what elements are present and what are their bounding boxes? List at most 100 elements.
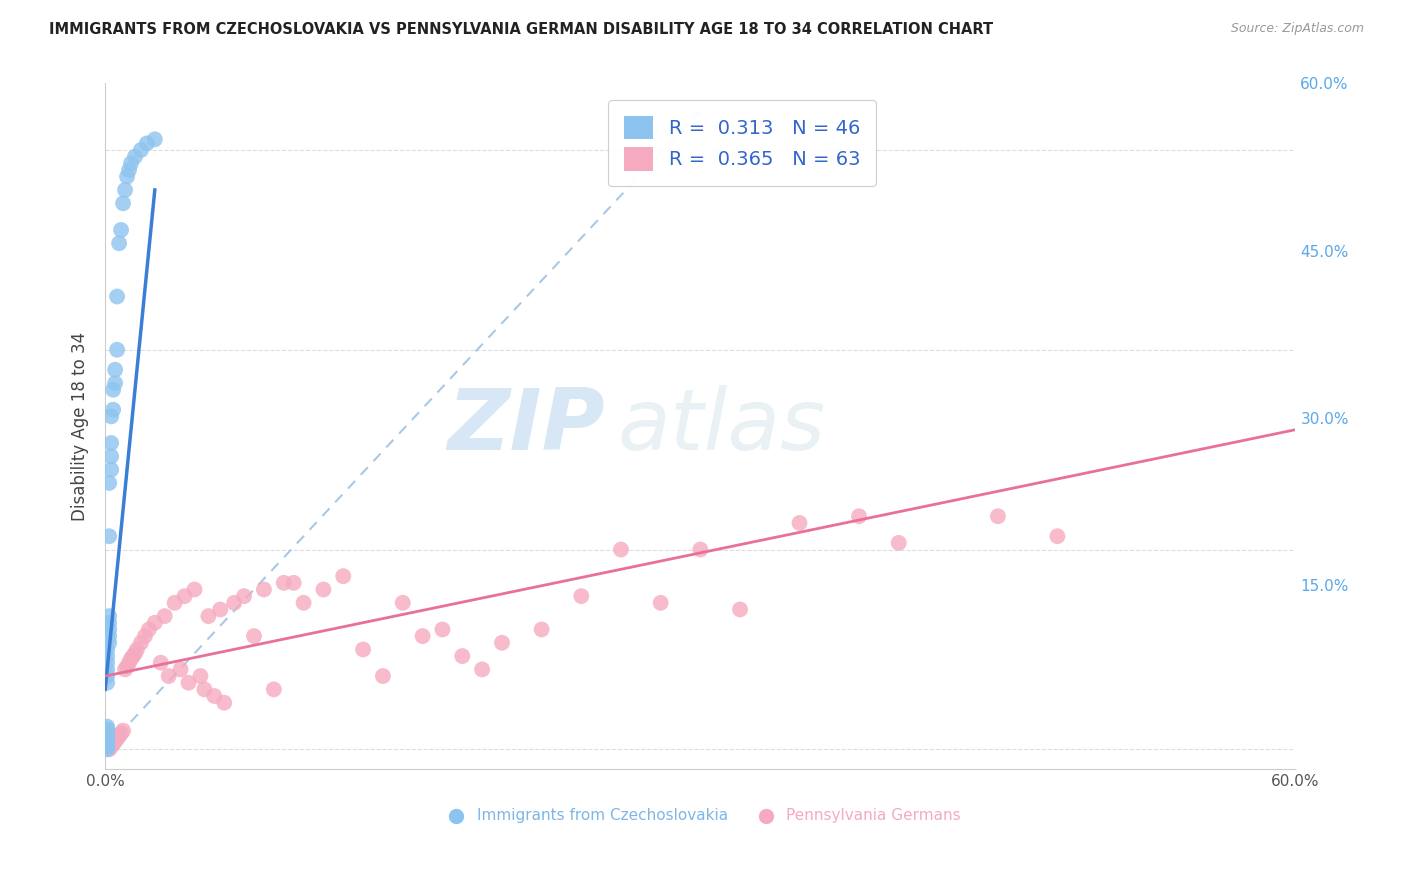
Point xyxy=(1195,833,1218,847)
Point xyxy=(108,236,131,251)
Point xyxy=(471,662,494,676)
Point xyxy=(100,739,122,754)
Point xyxy=(190,669,212,683)
Point xyxy=(569,589,592,603)
Point xyxy=(432,623,454,637)
Point xyxy=(110,223,132,237)
Point xyxy=(193,682,215,697)
Point xyxy=(98,742,121,756)
Point xyxy=(263,682,285,697)
Point xyxy=(650,596,672,610)
Point xyxy=(96,669,118,683)
Point xyxy=(491,636,513,650)
Y-axis label: Disability Age 18 to 34: Disability Age 18 to 34 xyxy=(72,332,89,521)
Point xyxy=(96,720,118,734)
Point xyxy=(100,450,122,464)
Point xyxy=(120,652,142,666)
Point xyxy=(391,596,413,610)
Point xyxy=(371,669,394,683)
Point xyxy=(98,529,121,543)
Point xyxy=(887,536,910,550)
Point xyxy=(352,642,374,657)
Point xyxy=(105,343,128,357)
Point xyxy=(143,132,166,146)
Point xyxy=(143,615,166,630)
Point xyxy=(101,402,124,417)
Point xyxy=(105,731,128,746)
Point xyxy=(124,150,146,164)
Point xyxy=(153,609,176,624)
Point xyxy=(108,729,131,743)
Point xyxy=(312,582,335,597)
Point xyxy=(110,726,132,740)
Point xyxy=(273,575,295,590)
Point xyxy=(125,642,148,657)
Point xyxy=(292,596,315,610)
Text: Source: ZipAtlas.com: Source: ZipAtlas.com xyxy=(1230,22,1364,36)
Point xyxy=(96,731,118,746)
Point xyxy=(243,629,266,643)
Point xyxy=(96,675,118,690)
Point xyxy=(451,649,474,664)
Point xyxy=(679,833,702,847)
Point xyxy=(530,623,553,637)
Point xyxy=(122,649,145,664)
Point xyxy=(100,409,122,424)
Point xyxy=(98,609,121,624)
Point xyxy=(112,723,135,738)
Point xyxy=(135,136,157,151)
Point xyxy=(209,602,232,616)
Point xyxy=(1046,529,1069,543)
Point xyxy=(96,739,118,753)
Text: ZIP: ZIP xyxy=(447,384,605,468)
Point xyxy=(96,736,118,750)
Point xyxy=(100,463,122,477)
Point xyxy=(173,589,195,603)
Point xyxy=(96,728,118,742)
Point xyxy=(98,629,121,643)
Point xyxy=(987,509,1010,524)
Point xyxy=(177,675,200,690)
Point xyxy=(104,376,127,390)
Point xyxy=(96,734,118,748)
Point xyxy=(134,629,156,643)
Point xyxy=(96,725,118,739)
Point xyxy=(233,589,256,603)
Point xyxy=(412,629,434,643)
Point xyxy=(283,575,305,590)
Point xyxy=(224,596,246,610)
Point xyxy=(212,696,235,710)
Point xyxy=(98,615,121,630)
Point xyxy=(689,542,711,557)
Point xyxy=(96,662,118,676)
Point xyxy=(98,636,121,650)
Point xyxy=(202,689,225,703)
Legend: R =  0.313   N = 46, R =  0.365   N = 63: R = 0.313 N = 46, R = 0.365 N = 63 xyxy=(609,100,876,186)
Point xyxy=(183,582,205,597)
Point xyxy=(253,582,276,597)
Point xyxy=(114,183,136,197)
Text: IMMIGRANTS FROM CZECHOSLOVAKIA VS PENNSYLVANIA GERMAN DISABILITY AGE 18 TO 34 CO: IMMIGRANTS FROM CZECHOSLOVAKIA VS PENNSY… xyxy=(49,22,993,37)
Point xyxy=(96,649,118,664)
Point xyxy=(100,436,122,450)
Point xyxy=(129,636,152,650)
Point xyxy=(848,509,870,524)
Point xyxy=(114,662,136,676)
Point xyxy=(115,169,138,184)
Point xyxy=(610,542,633,557)
Point xyxy=(112,196,135,211)
Text: Pennsylvania Germans: Pennsylvania Germans xyxy=(786,808,960,823)
Point xyxy=(104,363,127,377)
Point xyxy=(96,656,118,670)
Point xyxy=(96,729,118,743)
Point xyxy=(118,163,141,178)
Point xyxy=(115,659,138,673)
Point xyxy=(96,733,118,747)
Point xyxy=(96,739,118,754)
Point xyxy=(98,623,121,637)
Point xyxy=(728,602,751,616)
Point xyxy=(101,383,124,397)
Point xyxy=(98,475,121,490)
Text: atlas: atlas xyxy=(617,384,825,468)
Point xyxy=(149,656,172,670)
